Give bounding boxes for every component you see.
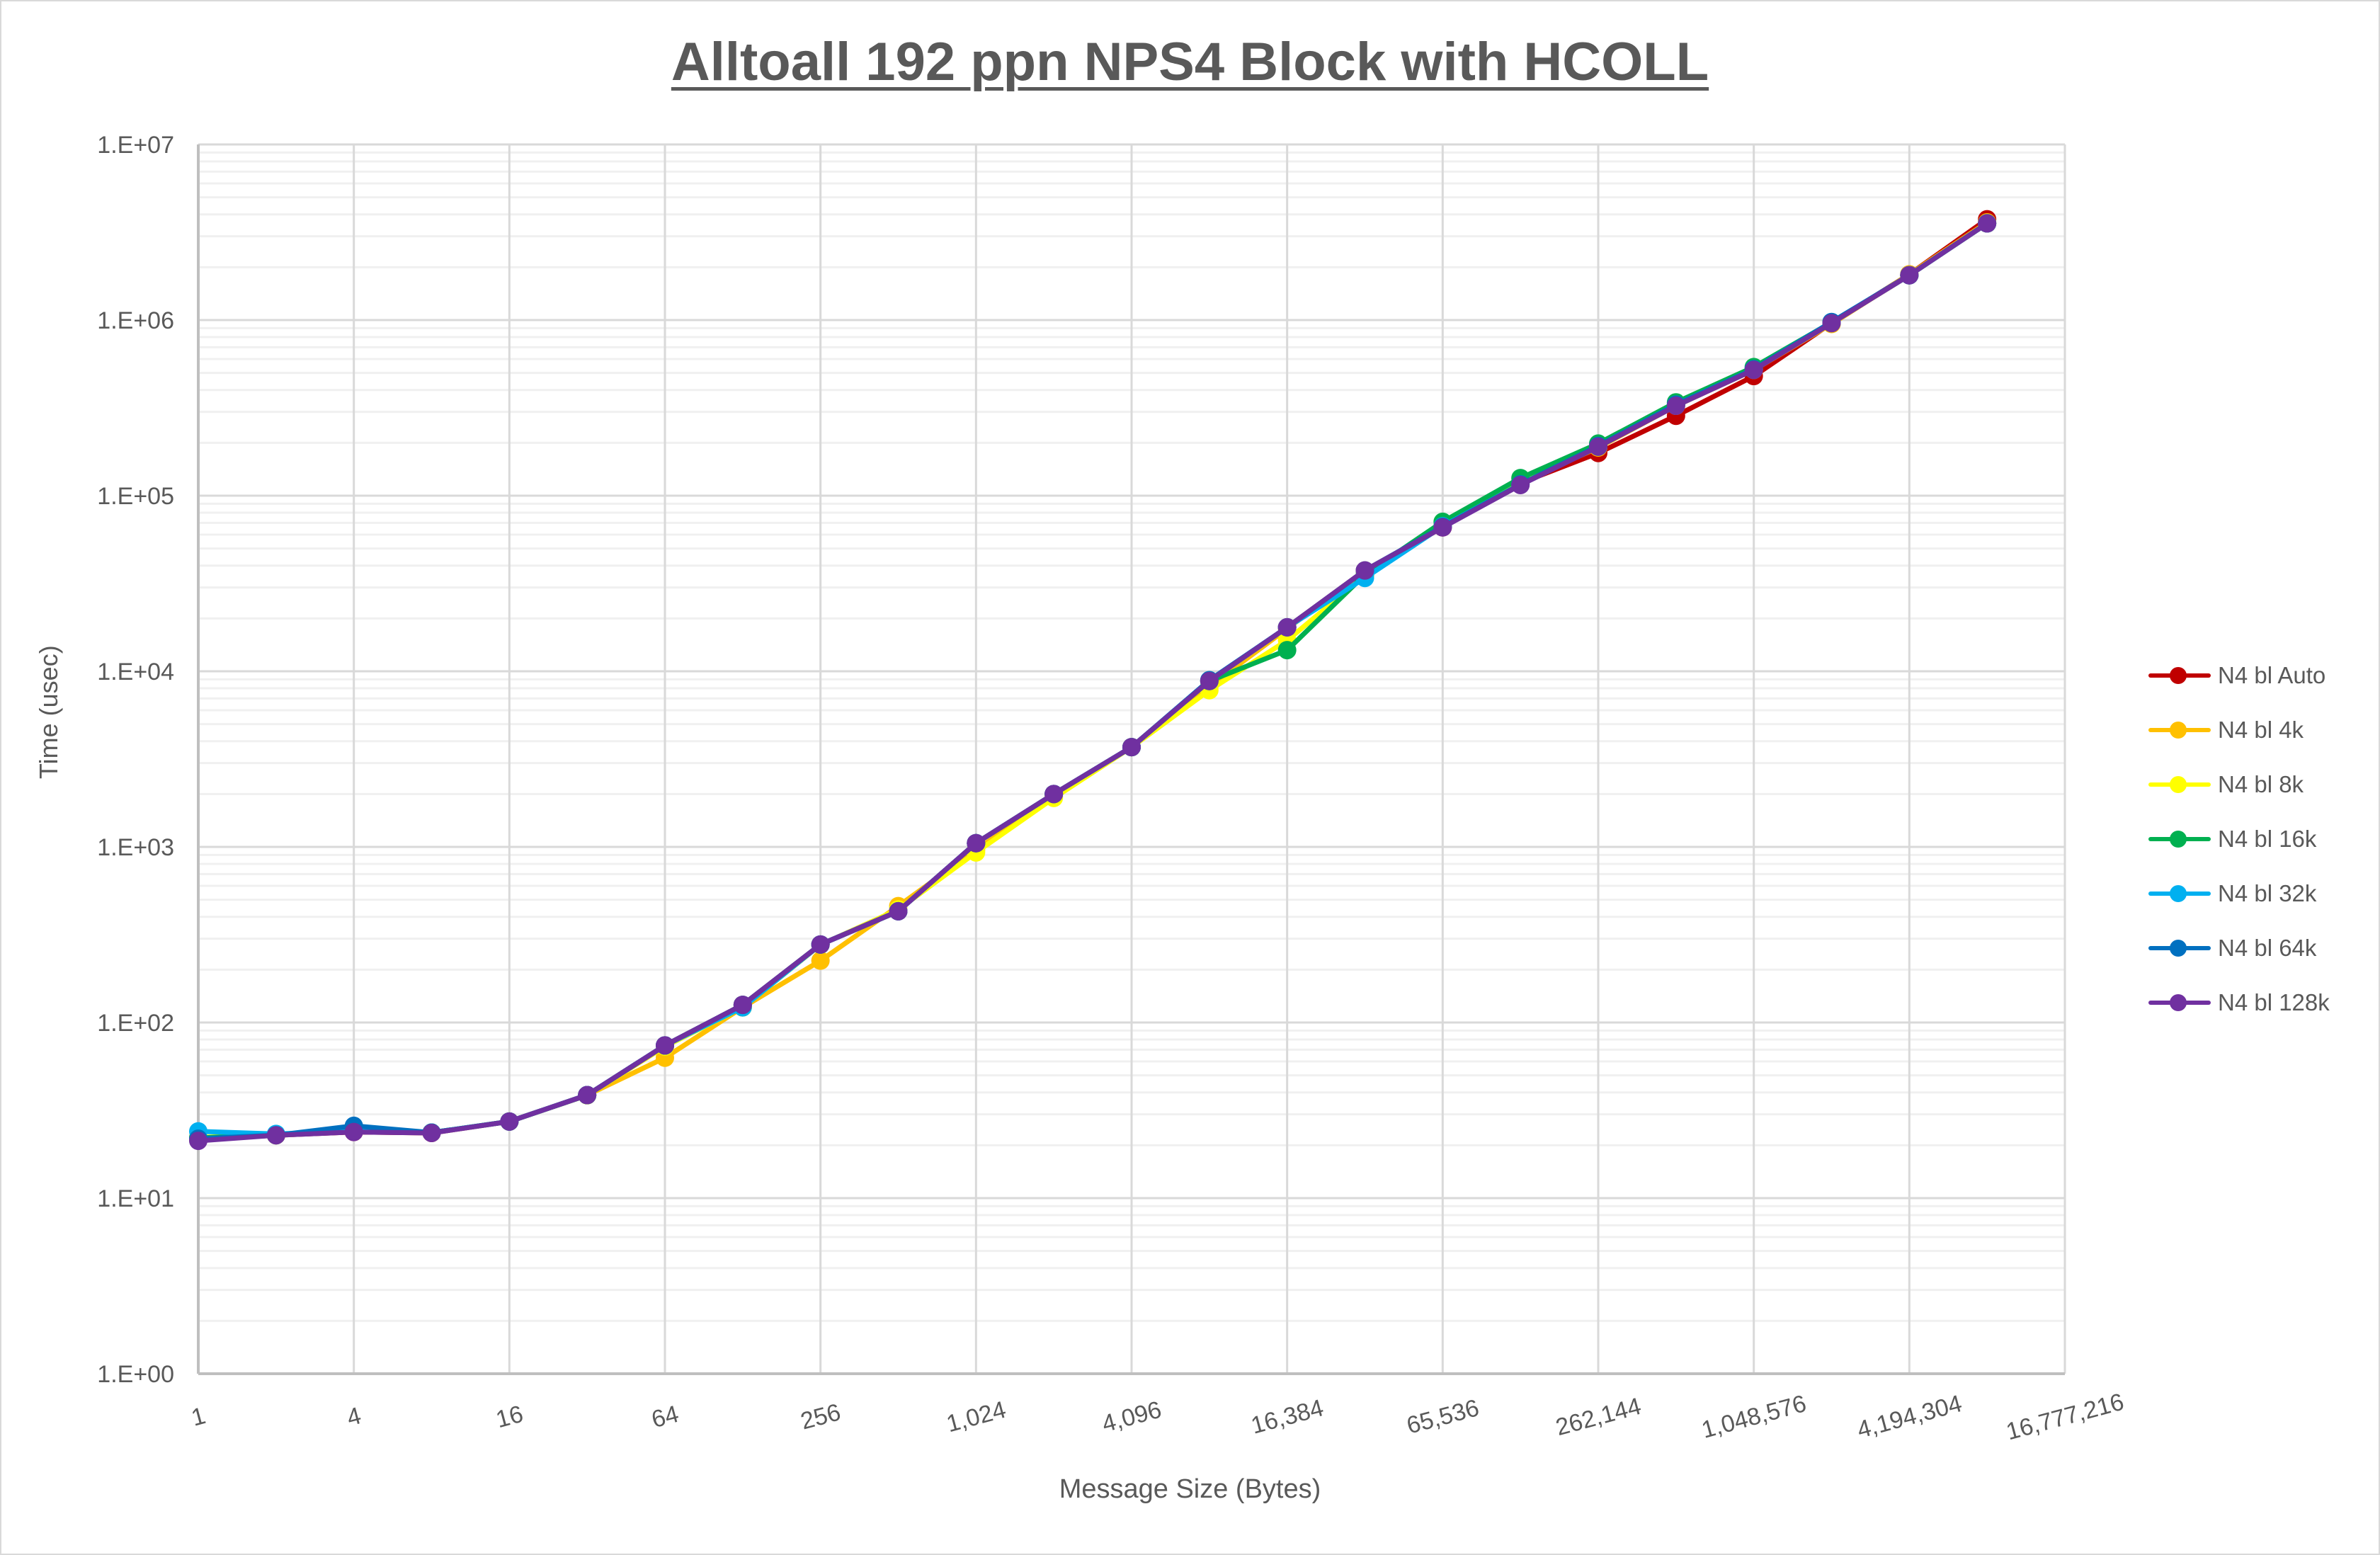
data-point xyxy=(1122,738,1141,757)
data-point xyxy=(189,1132,207,1151)
legend-label: N4 bl 8k xyxy=(2218,770,2304,797)
x-tick-label: 4,194,304 xyxy=(1855,1390,1965,1444)
x-tick-label-group: 16 xyxy=(493,1401,525,1433)
data-point xyxy=(733,996,752,1015)
data-point xyxy=(1666,397,1685,416)
legend-label: N4 bl 128k xyxy=(2218,989,2330,1015)
x-tick-label-group: 16,384 xyxy=(1248,1394,1326,1440)
data-point xyxy=(1433,518,1452,537)
data-point xyxy=(1355,561,1374,580)
legend-line-marker-icon xyxy=(2146,989,2214,1017)
data-point xyxy=(266,1126,285,1145)
data-point xyxy=(811,935,830,954)
y-axis-title: Time (usec) xyxy=(34,645,63,779)
y-tick-label: 1.E+00 xyxy=(97,1361,174,1388)
y-tick-label: 1.E+01 xyxy=(97,1185,174,1212)
data-point xyxy=(967,833,986,853)
x-tick-label-group: 64 xyxy=(649,1401,681,1433)
data-point xyxy=(811,951,830,970)
data-point xyxy=(1200,671,1219,690)
legend-line-marker-icon xyxy=(2146,770,2214,799)
x-tick-label-group: 65,536 xyxy=(1403,1394,1481,1440)
legend-line-marker-icon xyxy=(2146,879,2214,908)
legend-item: N4 bl 16k xyxy=(2146,811,2330,866)
x-tick-label: 4 xyxy=(344,1402,364,1432)
data-point xyxy=(656,1036,674,1055)
legend-item: N4 bl 32k xyxy=(2146,866,2330,921)
data-point xyxy=(578,1086,597,1105)
legend-label: N4 bl 4k xyxy=(2218,716,2304,743)
legend-line-marker-icon xyxy=(2146,825,2214,853)
x-tick-label-group: 4,194,304 xyxy=(1855,1390,1965,1444)
legend-item: N4 bl 4k xyxy=(2146,702,2330,757)
legend-line-marker-icon xyxy=(2146,661,2214,690)
legend-item: N4 bl 64k xyxy=(2146,921,2330,975)
x-tick-label-group: 4 xyxy=(344,1402,364,1432)
legend-item: N4 bl 8k xyxy=(2146,757,2330,811)
x-tick-label: 16 xyxy=(493,1401,525,1433)
x-tick-label: 16,777,216 xyxy=(2003,1389,2126,1446)
data-point xyxy=(500,1112,519,1131)
data-point xyxy=(344,1122,363,1141)
legend-line-marker-icon xyxy=(2146,716,2214,744)
x-tick-label-group: 16,777,216 xyxy=(2003,1389,2126,1446)
series-line xyxy=(198,221,1989,1141)
x-tick-label-group: 1 xyxy=(188,1402,208,1432)
legend-item: N4 bl Auto xyxy=(2146,648,2330,702)
legend-line-marker-icon xyxy=(2146,934,2214,962)
data-point xyxy=(422,1123,441,1142)
y-tick-label: 1.E+04 xyxy=(97,659,174,685)
data-point xyxy=(1044,785,1064,804)
legend-label: N4 bl 16k xyxy=(2218,825,2317,852)
x-tick-label: 1 xyxy=(188,1402,208,1432)
series-line xyxy=(198,221,1989,1144)
y-tick-label: 1.E+07 xyxy=(97,132,174,159)
x-tick-label: 1,024 xyxy=(944,1396,1009,1438)
y-tick-label: 1.E+02 xyxy=(97,1010,174,1037)
x-tick-label: 64 xyxy=(649,1401,681,1433)
series-n4-bl-16k xyxy=(189,214,1997,1148)
series-n4-bl-64k xyxy=(189,214,1997,1149)
data-point xyxy=(1744,360,1763,380)
legend-label: N4 bl Auto xyxy=(2218,661,2326,688)
y-tick-label: 1.E+06 xyxy=(97,307,174,334)
data-point xyxy=(1277,617,1297,637)
data-point xyxy=(1589,437,1607,456)
y-tick-label: 1.E+03 xyxy=(97,834,174,861)
x-axis-title: Message Size (Bytes) xyxy=(1059,1474,1321,1504)
legend-label: N4 bl 32k xyxy=(2218,879,2317,906)
x-tick-label: 262,144 xyxy=(1553,1393,1644,1442)
chart-title: Alltoall 192 ppn NPS4 Block with HCOLL xyxy=(671,32,1709,92)
data-point xyxy=(1900,266,1919,285)
data-point xyxy=(1511,475,1530,494)
x-tick-label: 256 xyxy=(798,1399,844,1435)
data-point xyxy=(889,901,908,921)
x-tick-label-group: 1,048,576 xyxy=(1699,1390,1809,1444)
y-tick-label: 1.E+05 xyxy=(97,483,174,510)
legend: N4 bl Auto N4 bl 4k N4 bl 8k N4 bl 16k N4 bl… xyxy=(2146,648,2330,1030)
x-tick-label: 16,384 xyxy=(1248,1394,1326,1440)
x-tick-label: 1,048,576 xyxy=(1699,1390,1809,1444)
x-tick-label-group: 262,144 xyxy=(1553,1393,1644,1442)
x-tick-label-group: 256 xyxy=(798,1399,844,1435)
x-tick-label-group: 4,096 xyxy=(1099,1396,1164,1438)
x-tick-label: 65,536 xyxy=(1403,1394,1481,1440)
series-n4-bl-128k xyxy=(189,214,1997,1151)
legend-item: N4 bl 128k xyxy=(2146,975,2330,1030)
data-point xyxy=(1978,214,1997,233)
data-point xyxy=(1822,314,1841,333)
x-tick-label-group: 1,024 xyxy=(944,1396,1009,1438)
series-line xyxy=(198,221,1989,1141)
legend-label: N4 bl 64k xyxy=(2218,934,2317,961)
data-point xyxy=(1277,641,1297,660)
x-tick-label: 4,096 xyxy=(1099,1396,1164,1438)
